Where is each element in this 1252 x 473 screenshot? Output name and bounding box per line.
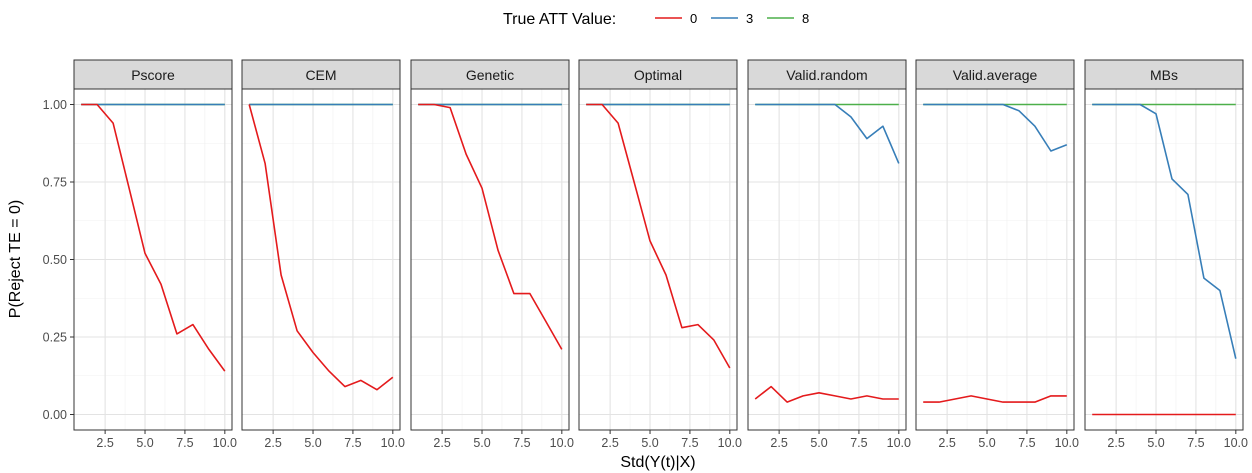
legend-label-0: 0 — [690, 11, 697, 26]
panel-pscore: Pscore 2.5 5.0 7.5 10.0 — [73, 59, 237, 450]
x-tick-label: 2.5 — [770, 436, 787, 450]
x-tick-label: 5.0 — [304, 436, 321, 450]
x-tick-label: 10.0 — [213, 436, 237, 450]
x-tick-label: 7.5 — [513, 436, 530, 450]
legend-title: True ATT Value: — [503, 11, 616, 28]
x-tick-label: 2.5 — [1107, 436, 1124, 450]
strip-label-cem: CEM — [305, 67, 336, 83]
panel-valid-average: Valid.average 2.5 5.0 7.5 10.0 — [915, 59, 1079, 450]
series-line-0 — [754, 385, 899, 403]
x-tick-label: 2.5 — [96, 436, 113, 450]
strip-background — [241, 59, 401, 90]
x-tick-label: 5.0 — [136, 436, 153, 450]
panel-border — [241, 88, 401, 431]
panel-border — [1084, 88, 1244, 431]
strip-background — [1084, 59, 1244, 90]
strip-label-genetic: Genetic — [466, 67, 514, 83]
x-tick-label: 10.0 — [550, 436, 574, 450]
panel-optimal: Optimal 2.5 5.0 7.5 10.0 — [578, 59, 742, 450]
panel-border — [915, 88, 1075, 431]
y-tick-label: 1.00 — [43, 98, 67, 112]
strip-label-mbs: MBs — [1150, 67, 1178, 83]
strip-background — [747, 59, 907, 90]
legend-label-3: 3 — [746, 11, 753, 26]
x-tick-label: 7.5 — [850, 436, 867, 450]
x-tick-label: 10.0 — [887, 436, 911, 450]
x-tick-label: 7.5 — [344, 436, 361, 450]
x-tick-label: 10.0 — [1224, 436, 1248, 450]
strip-background — [73, 59, 233, 90]
x-tick-label: 2.5 — [938, 436, 955, 450]
panel-valid-random: Valid.random 2.5 5.0 7.5 10.0 — [747, 59, 911, 450]
series-line-0 — [418, 103, 563, 350]
panel-border — [410, 88, 570, 431]
strip-background — [410, 59, 570, 90]
x-tick-label: 5.0 — [978, 436, 995, 450]
x-tick-label: 7.5 — [681, 436, 698, 450]
series-line-0 — [248, 104, 394, 391]
series-line-0 — [586, 103, 731, 369]
x-axis-title: Std(Y(t)|X) — [620, 454, 695, 471]
x-tick-label: 7.5 — [176, 436, 193, 450]
strip-label-optimal: Optimal — [634, 67, 682, 83]
x-tick-label: 7.5 — [1187, 436, 1204, 450]
x-tick-label: 10.0 — [718, 436, 742, 450]
panel-border — [578, 88, 738, 431]
strip-background — [578, 59, 738, 90]
panel-cem: CEM 2.5 5.0 7.5 10.0 — [241, 59, 405, 450]
x-tick-label: 2.5 — [601, 436, 618, 450]
legend: True ATT Value: 0 3 8 — [503, 11, 809, 28]
y-axis: 0.00 0.25 0.50 0.75 1.00 — [43, 98, 74, 422]
series-line-3 — [755, 103, 900, 164]
series-line-0 — [81, 103, 226, 372]
series-line-0 — [923, 395, 1067, 403]
panel-genetic: Genetic 2.5 5.0 7.5 10.0 — [410, 59, 574, 450]
x-tick-label: 5.0 — [473, 436, 490, 450]
series-line-3 — [1092, 103, 1237, 359]
panel-border — [747, 88, 907, 431]
y-tick-label: 0.75 — [43, 176, 67, 190]
panel-mbs: MBs 2.5 5.0 7.5 10.0 — [1084, 59, 1248, 450]
series-line-3 — [923, 103, 1068, 152]
y-tick-label: 0.25 — [43, 331, 67, 345]
x-tick-label: 10.0 — [1055, 436, 1079, 450]
strip-label-valid-random: Valid.random — [786, 67, 867, 83]
panel-border — [73, 88, 233, 431]
x-tick-label: 2.5 — [264, 436, 281, 450]
x-tick-label: 5.0 — [641, 436, 658, 450]
x-tick-label: 5.0 — [1147, 436, 1164, 450]
y-tick-label: 0.50 — [43, 253, 67, 267]
legend-label-8: 8 — [802, 11, 809, 26]
x-tick-label: 2.5 — [433, 436, 450, 450]
x-tick-label: 5.0 — [810, 436, 827, 450]
x-tick-label: 7.5 — [1018, 436, 1035, 450]
y-tick-label: 0.00 — [43, 408, 67, 422]
strip-label-valid-average: Valid.average — [953, 67, 1038, 83]
x-tick-label: 10.0 — [381, 436, 405, 450]
y-axis-title: P(Reject TE = 0) — [7, 200, 24, 318]
strip-label-pscore: Pscore — [131, 67, 175, 83]
